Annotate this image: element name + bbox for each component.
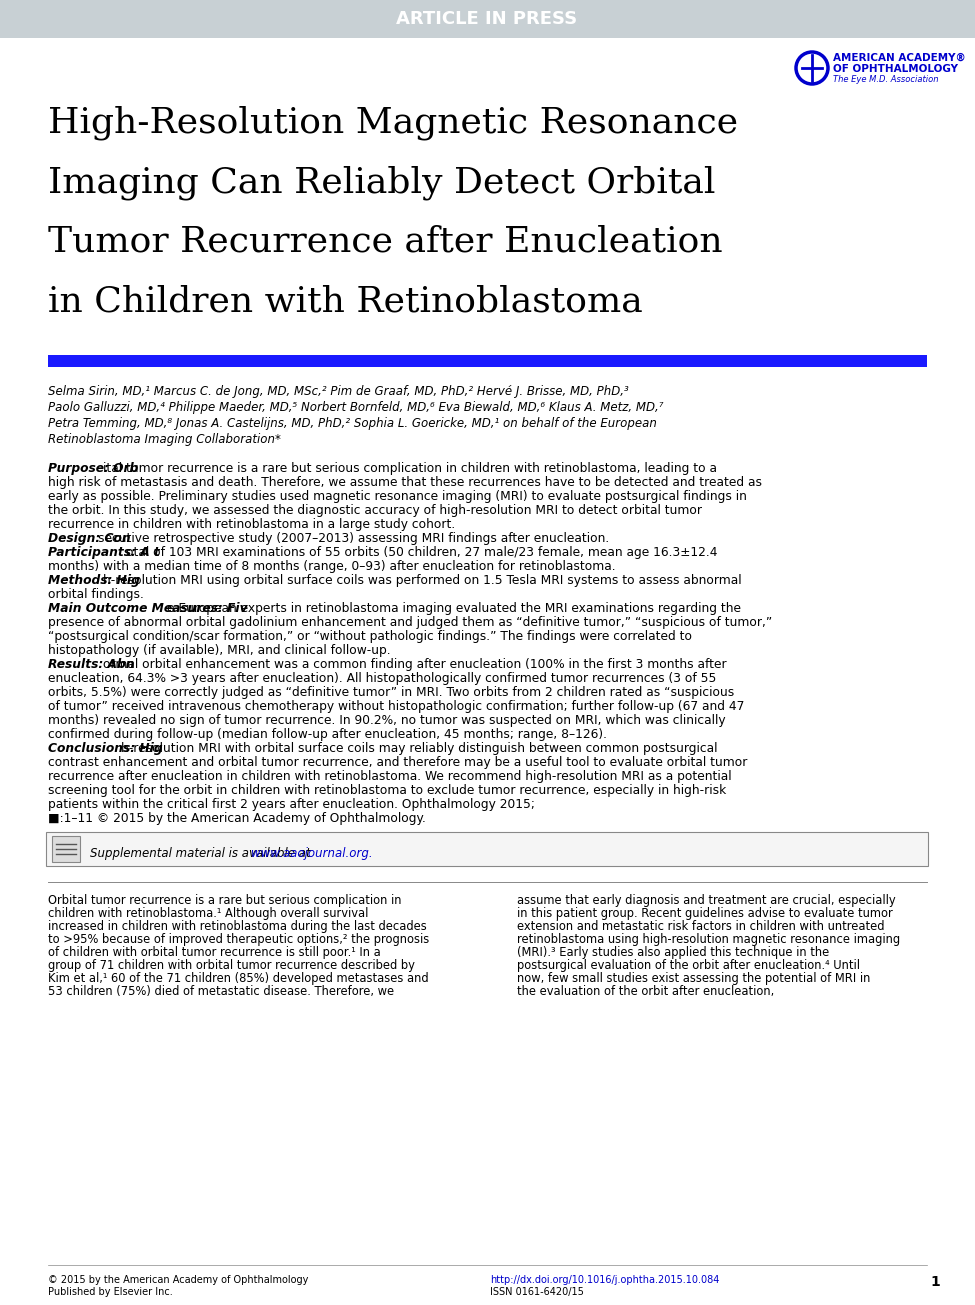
Text: postsurgical evaluation of the orbit after enucleation.⁴ Until: postsurgical evaluation of the orbit aft… [517,959,860,972]
Text: of tumor” received intravenous chemotherapy without histopathologic confirmation: of tumor” received intravenous chemother… [48,699,744,713]
Text: to >95% because of improved therapeutic options,² the prognosis: to >95% because of improved therapeutic … [48,933,429,946]
Text: High-Resolution Magnetic Resonance: High-Resolution Magnetic Resonance [48,104,738,140]
Text: high risk of metastasis and death. Therefore, we assume that these recurrences h: high risk of metastasis and death. There… [48,476,762,489]
Text: in Children with Retinoblastoma: in Children with Retinoblastoma [48,284,643,318]
Text: 53 children (75%) died of metastatic disease. Therefore, we: 53 children (75%) died of metastatic dis… [48,985,394,998]
Bar [52,837,80,863]
Text: of children with orbital tumor recurrence is still poor.¹ In a: of children with orbital tumor recurrenc… [48,946,381,959]
Text: histopathology (if available), MRI, and clinical follow-up.: histopathology (if available), MRI, and … [48,643,391,656]
Text: Selma Sirin, MD,¹ Marcus C. de Jong, MD, MSc,² Pim de Graaf, MD, PhD,² Hervé J. : Selma Sirin, MD,¹ Marcus C. de Jong, MD,… [48,385,629,398]
Text: group of 71 children with orbital tumor recurrence described by: group of 71 children with orbital tumor … [48,959,415,972]
Text: now, few small studies exist assessing the potential of MRI in: now, few small studies exist assessing t… [517,972,871,985]
Text: assume that early diagnosis and treatment are crucial, especially: assume that early diagnosis and treatmen… [517,894,896,907]
Text: ital tumor recurrence is a rare but serious complication in children with retino: ital tumor recurrence is a rare but seri… [103,462,717,475]
Bar [48,355,927,367]
Bar [46,833,928,867]
Text: secutive retrospective study (2007–2013) assessing MRI findings after enucleatio: secutive retrospective study (2007–2013)… [98,532,609,545]
Text: Petra Temming, MD,⁸ Jonas A. Castelijns, MD, PhD,² Sophia L. Goericke, MD,¹ on b: Petra Temming, MD,⁸ Jonas A. Castelijns,… [48,418,657,431]
Text: OF OPHTHALMOLOGY: OF OPHTHALMOLOGY [833,64,958,74]
Text: “postsurgical condition/scar formation,” or “without pathologic findings.” The f: “postsurgical condition/scar formation,”… [48,630,692,643]
Text: children with retinoblastoma.¹ Although overall survival: children with retinoblastoma.¹ Although … [48,907,369,920]
Text: h-resolution MRI using orbital surface coils was performed on 1.5 Tesla MRI syst: h-resolution MRI using orbital surface c… [103,574,742,587]
Text: orbital findings.: orbital findings. [48,589,144,602]
Text: presence of abnormal orbital gadolinium enhancement and judged them as “definiti: presence of abnormal orbital gadolinium … [48,616,772,629]
Text: Tumor Recurrence after Enucleation: Tumor Recurrence after Enucleation [48,224,722,258]
Text: the evaluation of the orbit after enucleation,: the evaluation of the orbit after enucle… [517,985,774,998]
Text: Orbital tumor recurrence is a rare but serious complication in: Orbital tumor recurrence is a rare but s… [48,894,402,907]
Text: ARTICLE IN PRESS: ARTICLE IN PRESS [397,10,577,27]
Text: confirmed during follow-up (median follow-up after enucleation, 45 months; range: confirmed during follow-up (median follo… [48,728,607,741]
Text: orbits, 5.5%) were correctly judged as “definitive tumor” in MRI. Two orbits fro: orbits, 5.5%) were correctly judged as “… [48,686,734,699]
Text: Retinoblastoma Imaging Collaboration*: Retinoblastoma Imaging Collaboration* [48,433,281,446]
Text: recurrence in children with retinoblastoma in a large study cohort.: recurrence in children with retinoblasto… [48,518,455,531]
Text: www.aaojournal.org.: www.aaojournal.org. [252,847,373,860]
Text: the orbit. In this study, we assessed the diagnostic accuracy of high-resolution: the orbit. In this study, we assessed th… [48,504,702,517]
Text: contrast enhancement and orbital tumor recurrence, and therefore may be a useful: contrast enhancement and orbital tumor r… [48,756,748,769]
Text: increased in children with retinoblastoma during the last decades: increased in children with retinoblastom… [48,920,427,933]
Text: Conclusions: Hig: Conclusions: Hig [48,743,163,756]
Text: http://dx.doi.org/10.1016/j.ophtha.2015.10.084: http://dx.doi.org/10.1016/j.ophtha.2015.… [490,1275,720,1285]
Text: Paolo Galluzzi, MD,⁴ Philippe Maeder, MD,⁵ Norbert Bornfeld, MD,⁶ Eva Biewald, M: Paolo Galluzzi, MD,⁴ Philippe Maeder, MD… [48,401,664,414]
Text: extension and metastatic risk factors in children with untreated: extension and metastatic risk factors in… [517,920,884,933]
Text: early as possible. Preliminary studies used magnetic resonance imaging (MRI) to : early as possible. Preliminary studies u… [48,489,747,502]
Text: retinoblastoma using high-resolution magnetic resonance imaging: retinoblastoma using high-resolution mag… [517,933,900,946]
Text: Supplemental material is available at: Supplemental material is available at [90,847,314,860]
Text: Participants: A t: Participants: A t [48,545,160,559]
Text: months) with a median time of 8 months (range, 0–93) after enucleation for retin: months) with a median time of 8 months (… [48,560,615,573]
Text: e European experts in retinoblastoma imaging evaluated the MRI examinations rega: e European experts in retinoblastoma ima… [167,602,741,615]
Text: Main Outcome Measures: Fiv: Main Outcome Measures: Fiv [48,602,248,615]
Text: in this patient group. Recent guidelines advise to evaluate tumor: in this patient group. Recent guidelines… [517,907,893,920]
Text: Imaging Can Reliably Detect Orbital: Imaging Can Reliably Detect Orbital [48,164,716,200]
Text: h-resolution MRI with orbital surface coils may reliably distinguish between com: h-resolution MRI with orbital surface co… [121,743,718,756]
Text: The Eye M.D. Association: The Eye M.D. Association [833,76,939,85]
Text: Design: Con: Design: Con [48,532,131,545]
Text: enucleation, 64.3% >3 years after enucleation). All histopathologically confirme: enucleation, 64.3% >3 years after enucle… [48,672,717,685]
Text: Published by Elsevier Inc.: Published by Elsevier Inc. [48,1287,173,1297]
Text: 1: 1 [930,1275,940,1289]
Text: screening tool for the orbit in children with retinoblastoma to exclude tumor re: screening tool for the orbit in children… [48,784,726,797]
Text: © 2015 by the American Academy of Ophthalmology: © 2015 by the American Academy of Ophtha… [48,1275,308,1285]
Bar [0,0,975,38]
Text: otal of 103 MRI examinations of 55 orbits (50 children, 27 male/23 female, mean : otal of 103 MRI examinations of 55 orbit… [126,545,718,559]
Text: Results: Abn: Results: Abn [48,658,135,671]
Text: Methods: Hig: Methods: Hig [48,574,139,587]
Text: ISSN 0161-6420/15: ISSN 0161-6420/15 [490,1287,584,1297]
Text: months) revealed no sign of tumor recurrence. In 90.2%, no tumor was suspected o: months) revealed no sign of tumor recurr… [48,714,725,727]
Text: ■:1–11 © 2015 by the American Academy of Ophthalmology.: ■:1–11 © 2015 by the American Academy of… [48,812,426,825]
Text: recurrence after enucleation in children with retinoblastoma. We recommend high-: recurrence after enucleation in children… [48,770,731,783]
Text: Purpose: Orb: Purpose: Orb [48,462,138,475]
Text: AMERICAN ACADEMY®: AMERICAN ACADEMY® [833,54,966,63]
Text: ormal orbital enhancement was a common finding after enucleation (100% in the fi: ormal orbital enhancement was a common f… [103,658,726,671]
Text: (MRI).³ Early studies also applied this technique in the: (MRI).³ Early studies also applied this … [517,946,830,959]
Text: Kim et al,¹ 60 of the 71 children (85%) developed metastases and: Kim et al,¹ 60 of the 71 children (85%) … [48,972,429,985]
Text: patients within the critical first 2 years after enucleation. Ophthalmology 2015: patients within the critical first 2 yea… [48,797,535,810]
